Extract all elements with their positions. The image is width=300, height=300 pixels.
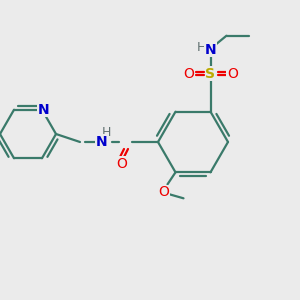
Text: H: H bbox=[101, 127, 111, 140]
Text: H: H bbox=[197, 41, 206, 54]
Text: N: N bbox=[38, 103, 50, 117]
Text: S: S bbox=[206, 67, 215, 81]
Text: O: O bbox=[183, 67, 194, 81]
Text: N: N bbox=[205, 43, 216, 57]
Text: O: O bbox=[158, 185, 169, 199]
Text: N: N bbox=[96, 135, 108, 149]
Text: O: O bbox=[227, 67, 238, 81]
Text: O: O bbox=[117, 157, 128, 171]
